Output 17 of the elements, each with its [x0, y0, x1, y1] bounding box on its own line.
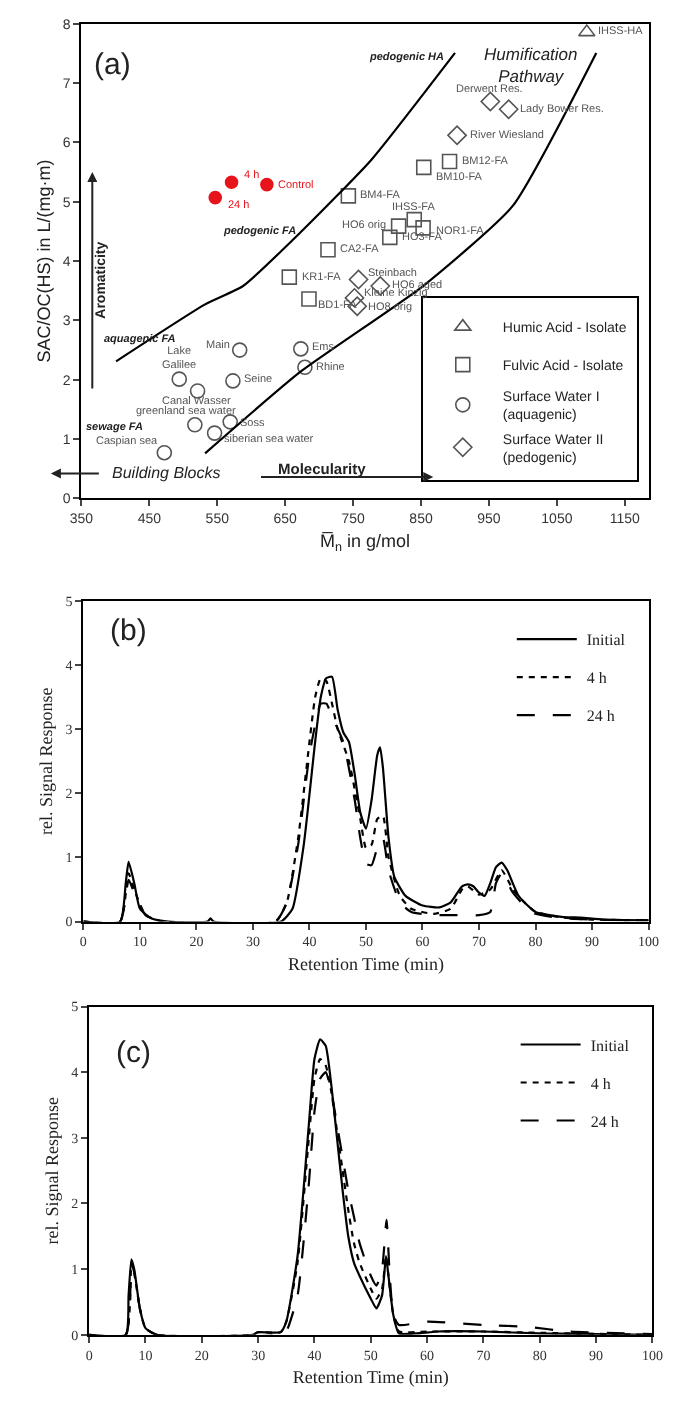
x-axis-title: M̅$_{n}$ in g/mol [319, 530, 411, 555]
y-axis-title: SAC/OC(HS) in L/(mg·m) [33, 159, 54, 363]
annotation: (c) [116, 1036, 151, 1070]
annotation: (b) [110, 614, 147, 648]
annotation: Humification Pathway [484, 44, 579, 87]
legend-label: Initial [586, 631, 627, 650]
legend-label: 24 h [590, 1112, 619, 1131]
y-axis-title: rel. Signal Response [42, 1096, 63, 1245]
legend-label: Initial [590, 1036, 631, 1055]
annotation: (a) [94, 48, 131, 82]
legend-label: 4 h [586, 669, 607, 688]
legend-label: 4 h [590, 1074, 611, 1093]
annotation: Building Blocks [112, 464, 221, 482]
x-axis-title: Retention Time (min) [292, 1367, 449, 1388]
x-axis-title: Retention Time (min) [287, 953, 444, 974]
y-axis-title: rel. Signal Response [36, 687, 57, 836]
legend-label: 24 h [586, 707, 615, 726]
